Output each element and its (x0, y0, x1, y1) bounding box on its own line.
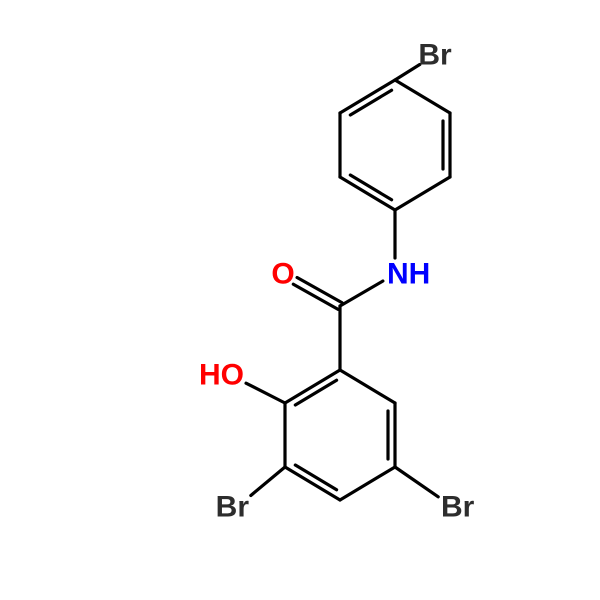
atom-label-O2: HO (199, 359, 244, 392)
bond-line (251, 467, 285, 495)
bond-line (246, 383, 285, 403)
atom-label-Br2: Br (216, 491, 250, 524)
bond-line (340, 370, 395, 403)
bond-line (395, 177, 450, 210)
bond-line (340, 467, 395, 500)
bond-line (340, 177, 395, 210)
atom-label-N: NH (387, 258, 430, 291)
atom-label-Br1: Br (418, 39, 452, 72)
bond-line (395, 65, 420, 80)
atom-label-O1: O (271, 258, 294, 291)
bond-line (395, 467, 438, 497)
bond-line (340, 80, 395, 113)
bond-line (285, 370, 340, 403)
labels-group: Br NH O HO Br Br (199, 39, 475, 524)
bond-line (340, 281, 383, 306)
atom-label-Br3: Br (441, 491, 475, 524)
bond-line (285, 467, 340, 500)
chemical-structure-diagram: Br NH O HO Br Br (0, 0, 600, 600)
bond-line (395, 80, 450, 113)
